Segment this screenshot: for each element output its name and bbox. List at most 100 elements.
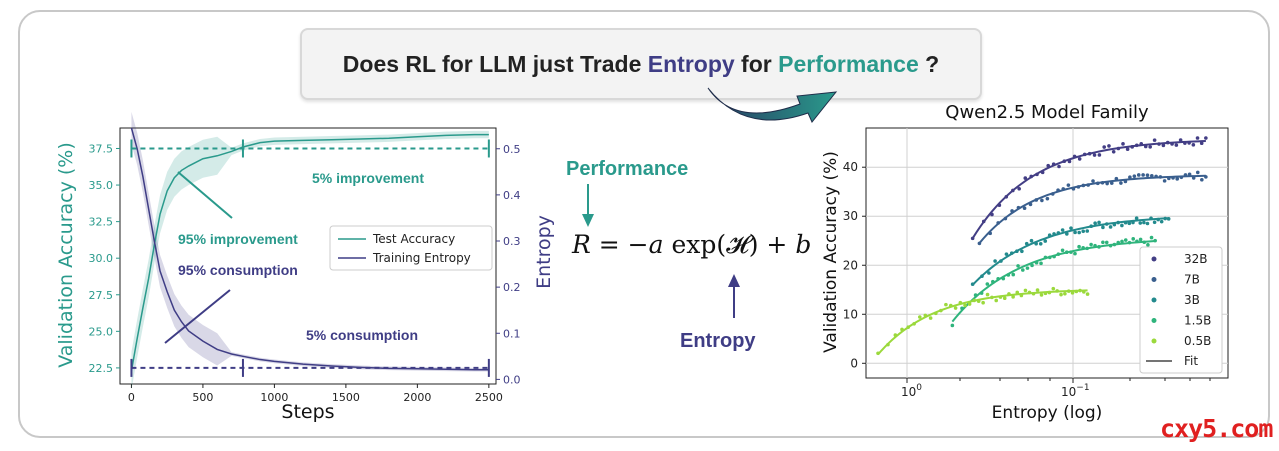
scatter-point-0.5B [928,316,933,320]
scatter-point-7B [1016,205,1021,210]
scatter-point-1.5B [1131,237,1136,241]
scatter-point-1.5B [1149,235,1154,240]
question-box: Does RL for LLM just Trade Entropy for P… [300,28,982,100]
scatter-point-3B [1166,217,1171,221]
consumption-pointer-line [164,289,231,344]
scatter-point-7B [1100,180,1105,185]
scatter-point-32B [1148,145,1152,149]
question-prefix: Does RL for LLM just Trade [342,50,648,77]
annotation-95-consumption: 95% consumption [178,262,298,278]
scatter-point-1.5B [1089,242,1093,247]
scatter-point-3B [1065,232,1069,236]
scatter-point-7B [1105,181,1109,186]
scatter-point-1.5B [1085,246,1089,251]
fit-line-3B [971,217,1169,286]
scatter-point-0.5B [998,295,1003,299]
scatter-point-3B [1089,224,1094,229]
left-y2-tick-label: 0.0 [503,373,521,386]
scatter-point-0.5B [1082,290,1086,294]
scatter-point-0.5B [967,302,972,306]
scatter-point-3B [1152,220,1157,225]
scatter-point-1.5B [1093,243,1097,248]
scatter-point-3B [1043,239,1048,243]
scatter-point-32B [970,236,975,241]
scatter-point-32B [1111,149,1116,154]
scatter-point-32B [1051,162,1056,166]
scatter-point-3B [999,259,1003,263]
scatter-point-32B [1121,142,1125,146]
scatter-point-3B [1034,241,1038,246]
legend-marker-7B [1151,277,1157,282]
scatter-point-7B [1076,185,1081,189]
scatter-point-3B [1101,225,1105,230]
scatter-point-32B [1040,170,1045,175]
scatter-point-1.5B [1142,240,1147,245]
question-title: Does RL for LLM just Trade Entropy for P… [302,30,980,98]
left-x-tick-label: 1000 [260,391,288,404]
scatter-point-0.5B [1027,290,1032,295]
entropy-up-arrow-icon [728,274,740,318]
scatter-point-32B [1134,143,1139,148]
scatter-point-32B [1125,147,1130,152]
scatter-point-1.5B [973,293,978,297]
fit-line-32B [971,140,1206,239]
scatter-point-7B [1095,181,1100,186]
scatter-point-3B [1131,220,1135,225]
scatter-point-7B [977,241,982,246]
legend-marker-32B [1151,256,1157,262]
scatter-point-32B [1174,143,1179,147]
scatter-point-0.5B [1055,289,1059,293]
watermark: cxy5.com [1160,414,1273,443]
left-y2-tick-label: 0.3 [503,235,521,248]
scatter-point-1.5B [1123,238,1128,242]
scatter-point-0.5B [923,313,928,318]
scatter-point-32B [1077,157,1082,161]
legend-label-fit: Fit [1184,354,1198,368]
scatter-point-0.5B [1078,288,1082,293]
scatter-point-32B [1004,194,1009,199]
scatter-point-3B [1145,221,1150,226]
scatter-point-7B [1056,188,1060,192]
scatter-point-7B [1179,175,1184,180]
left-y-tick-label: 27.5 [89,289,114,302]
question-middle: for [734,50,779,77]
right-chart: 0 10 20 30 40 100 10−1 Qwen2.5 Model Family Entr… [821,102,1229,423]
scatter-point-1.5B [1146,243,1150,247]
scatter-point-3B [993,259,997,263]
scatter-point-32B [1023,176,1028,180]
legend-marker-3B [1151,297,1157,303]
left-x-tick-label: 500 [192,391,213,404]
scatter-point-7B [1141,173,1145,177]
scatter-point-1.5B [1112,242,1117,247]
scatter-point-32B [1097,153,1102,157]
scatter-point-3B [1097,220,1101,225]
scatter-point-3B [1077,230,1081,235]
scatter-point-0.5B [948,303,953,308]
scatter-point-7B [1187,172,1192,177]
right-chart-title: Qwen2.5 Model Family [945,102,1149,123]
formula-entropy-label: Entropy [680,330,756,352]
left-chart: 0 500 1000 1500 2000 2500 22.5 25.0 27.5 30.0 32.5… [55,111,555,423]
test-accuracy-line [130,133,489,371]
scatter-point-7B [1158,175,1163,179]
scatter-point-0.5B [886,342,890,347]
scatter-point-0.5B [876,351,880,356]
scatter-point-1.5B [1104,240,1109,245]
scatter-point-0.5B [990,295,994,300]
legend-label-32B: 32B [1184,252,1208,266]
left-plot-area [119,127,497,385]
right-x-axis-label: Entropy (log) [992,403,1103,423]
right-y-tick-label: 0 [850,356,858,370]
fit-line-7B [978,174,1206,244]
scatter-point-1.5B [1056,252,1061,256]
scatter-point-1.5B [960,306,964,311]
scatter-point-0.5B [934,311,938,316]
scatter-point-32B [1035,172,1039,177]
scatter-point-1.5B [991,279,995,284]
scatter-point-0.5B [1015,290,1020,295]
left-x-tick-label: 1500 [332,391,360,404]
legend-label-7B: 7B [1184,273,1200,287]
scatter-point-0.5B [1085,292,1090,296]
scatter-point-3B [1052,232,1056,236]
